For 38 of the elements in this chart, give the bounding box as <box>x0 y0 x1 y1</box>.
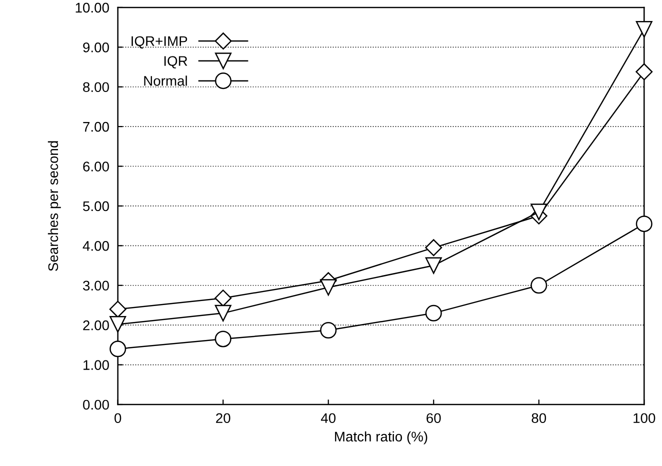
point <box>110 340 126 358</box>
y-tick-label: 4.00 <box>82 241 109 251</box>
y-tick-label: 2.00 <box>83 320 109 330</box>
point <box>425 257 442 274</box>
y-tick-label: 6.00 <box>83 162 109 172</box>
y-axis-title: Searches per second <box>48 141 61 271</box>
x-tick-label: 100 <box>634 413 656 424</box>
point <box>110 316 126 333</box>
point <box>214 304 232 322</box>
point <box>530 277 548 294</box>
point <box>425 239 442 256</box>
y-tick-label: 9.00 <box>83 42 109 52</box>
point <box>636 21 652 38</box>
y-tick-label: 10.00 <box>76 2 109 13</box>
y-tick-label: 7.00 <box>83 122 109 132</box>
y-tick-label: 5.00 <box>83 201 109 212</box>
point <box>636 63 653 80</box>
x-tick-label: 40 <box>320 413 336 424</box>
x-axis-title: Match ratio (%) <box>335 431 428 444</box>
x-tick-label: 20 <box>216 413 230 424</box>
y-tick-label: 1.00 <box>84 360 109 370</box>
point <box>530 204 548 220</box>
y-tick-label: 0.00 <box>83 400 109 410</box>
point <box>320 279 337 296</box>
legend-label: IQR+IMP <box>132 36 188 49</box>
point <box>425 304 442 322</box>
legend-label: IQR <box>164 56 188 68</box>
legend-label: Normal <box>144 76 187 86</box>
point <box>109 300 126 318</box>
point <box>636 216 652 232</box>
y-tick-label: 3.00 <box>83 280 109 291</box>
point <box>214 330 232 348</box>
y-tick-label: 8.00 <box>83 82 109 92</box>
point <box>320 322 337 339</box>
x-tick-label: 0 <box>114 413 122 424</box>
point <box>214 290 232 307</box>
x-tick-label: 60 <box>426 413 441 424</box>
x-tick-label: 80 <box>532 413 546 424</box>
